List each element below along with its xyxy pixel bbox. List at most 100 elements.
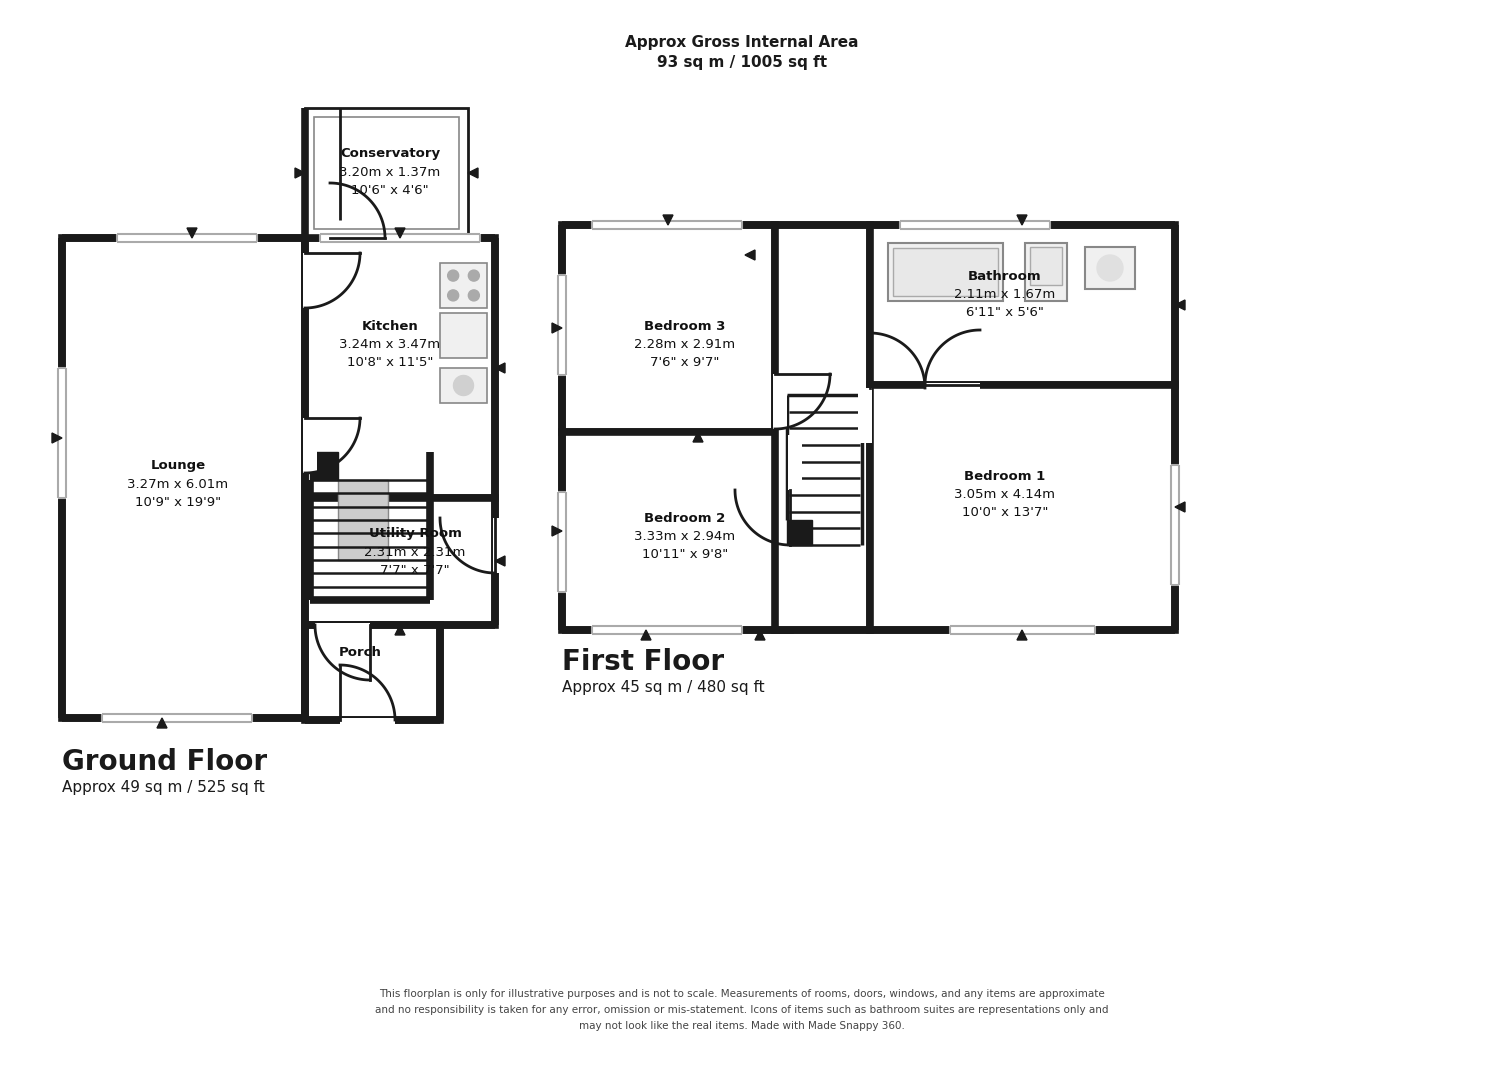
Bar bbox=[775, 225, 870, 630]
Polygon shape bbox=[1017, 215, 1028, 225]
Polygon shape bbox=[642, 630, 650, 640]
Bar bbox=[774, 374, 787, 429]
Bar bbox=[787, 519, 812, 545]
Text: This floorplan is only for illustrative purposes and is not to scale. Measuremen: This floorplan is only for illustrative … bbox=[376, 988, 1109, 1031]
Bar bbox=[789, 435, 802, 490]
Bar bbox=[304, 498, 495, 625]
Text: Lounge: Lounge bbox=[150, 459, 205, 473]
Text: Approx Gross Internal Area: Approx Gross Internal Area bbox=[625, 35, 858, 50]
Bar bbox=[313, 117, 459, 229]
Polygon shape bbox=[662, 215, 673, 225]
Polygon shape bbox=[495, 556, 505, 566]
Bar bbox=[561, 225, 775, 432]
Text: Ground Floor: Ground Floor bbox=[62, 748, 267, 777]
Text: Bathroom: Bathroom bbox=[968, 270, 1042, 283]
Text: 3.05m x 4.14m: 3.05m x 4.14m bbox=[955, 488, 1056, 501]
Polygon shape bbox=[395, 228, 405, 238]
Text: 3.33m x 2.94m: 3.33m x 2.94m bbox=[634, 530, 735, 543]
Text: 2.11m x 1.67m: 2.11m x 1.67m bbox=[955, 288, 1056, 301]
Circle shape bbox=[468, 270, 480, 281]
Bar bbox=[304, 238, 495, 498]
Polygon shape bbox=[468, 168, 478, 178]
Polygon shape bbox=[395, 625, 405, 635]
Polygon shape bbox=[296, 168, 304, 178]
Bar bbox=[593, 625, 742, 636]
Polygon shape bbox=[754, 630, 765, 640]
Bar bbox=[117, 233, 257, 244]
Text: Kitchen: Kitchen bbox=[362, 320, 419, 333]
Bar bbox=[102, 713, 252, 724]
Circle shape bbox=[1097, 255, 1123, 281]
Bar bbox=[557, 492, 567, 592]
Text: 10'9" x 19'9": 10'9" x 19'9" bbox=[135, 496, 221, 509]
Bar bbox=[319, 233, 480, 244]
Bar bbox=[900, 220, 1050, 231]
Bar bbox=[1170, 465, 1181, 585]
Polygon shape bbox=[187, 228, 198, 238]
Bar bbox=[440, 313, 487, 357]
Text: Bedroom 1: Bedroom 1 bbox=[964, 470, 1045, 483]
Polygon shape bbox=[745, 249, 754, 260]
Text: 10'0" x 13'7": 10'0" x 13'7" bbox=[962, 505, 1048, 518]
Polygon shape bbox=[52, 433, 62, 443]
Bar bbox=[557, 275, 567, 375]
Bar bbox=[339, 480, 388, 561]
Bar bbox=[330, 237, 385, 249]
Text: 10'6" x 4'6": 10'6" x 4'6" bbox=[350, 184, 429, 197]
Text: 2.31m x 2.31m: 2.31m x 2.31m bbox=[364, 546, 466, 559]
Bar bbox=[62, 238, 304, 718]
Bar bbox=[892, 248, 998, 296]
Bar bbox=[925, 383, 980, 397]
Bar bbox=[1086, 247, 1135, 289]
Circle shape bbox=[447, 289, 459, 301]
Bar bbox=[440, 368, 487, 403]
Text: Bedroom 2: Bedroom 2 bbox=[644, 512, 726, 525]
Polygon shape bbox=[693, 432, 702, 442]
Polygon shape bbox=[552, 526, 561, 536]
Bar bbox=[1031, 247, 1062, 285]
Text: 3.20m x 1.37m: 3.20m x 1.37m bbox=[340, 166, 441, 179]
Text: Approx 45 sq m / 480 sq ft: Approx 45 sq m / 480 sq ft bbox=[561, 680, 765, 696]
Text: Utility Room: Utility Room bbox=[368, 527, 462, 540]
Polygon shape bbox=[1175, 502, 1185, 512]
Bar bbox=[593, 220, 742, 231]
Circle shape bbox=[453, 376, 474, 395]
Bar bbox=[950, 625, 1094, 636]
Text: 7'7" x 7'7": 7'7" x 7'7" bbox=[380, 564, 450, 577]
Bar bbox=[304, 625, 440, 720]
Polygon shape bbox=[552, 323, 561, 333]
Polygon shape bbox=[157, 718, 166, 728]
Bar bbox=[340, 718, 395, 732]
Circle shape bbox=[468, 289, 480, 301]
Text: 2.28m x 2.91m: 2.28m x 2.91m bbox=[634, 338, 735, 351]
Text: 10'11" x 9'8": 10'11" x 9'8" bbox=[642, 548, 728, 561]
Text: 10'8" x 11'5": 10'8" x 11'5" bbox=[347, 355, 434, 368]
Polygon shape bbox=[1175, 300, 1185, 310]
Bar bbox=[303, 253, 316, 308]
Circle shape bbox=[447, 270, 459, 281]
Bar bbox=[440, 264, 487, 308]
Bar bbox=[870, 225, 1175, 384]
Text: 6'11" x 5'6": 6'11" x 5'6" bbox=[967, 306, 1044, 319]
Text: 3.27m x 6.01m: 3.27m x 6.01m bbox=[128, 478, 229, 491]
Bar bbox=[310, 453, 339, 480]
Polygon shape bbox=[1017, 630, 1028, 640]
Bar bbox=[1025, 243, 1068, 301]
Bar bbox=[303, 418, 316, 473]
Text: Bedroom 3: Bedroom 3 bbox=[644, 320, 726, 333]
Text: Conservatory: Conservatory bbox=[340, 148, 440, 161]
Text: 3.24m x 3.47m: 3.24m x 3.47m bbox=[340, 338, 441, 351]
Bar bbox=[888, 243, 1002, 301]
Bar bbox=[56, 368, 68, 498]
Bar bbox=[304, 108, 468, 238]
Text: First Floor: First Floor bbox=[561, 648, 725, 676]
Bar bbox=[870, 384, 1175, 630]
Bar bbox=[561, 432, 790, 630]
Bar bbox=[493, 518, 506, 573]
Bar bbox=[315, 623, 370, 637]
Bar bbox=[858, 388, 872, 443]
Polygon shape bbox=[495, 363, 505, 373]
Text: 93 sq m / 1005 sq ft: 93 sq m / 1005 sq ft bbox=[656, 54, 827, 69]
Text: 7'6" x 9'7": 7'6" x 9'7" bbox=[650, 355, 720, 368]
Text: Approx 49 sq m / 525 sq ft: Approx 49 sq m / 525 sq ft bbox=[62, 780, 264, 795]
